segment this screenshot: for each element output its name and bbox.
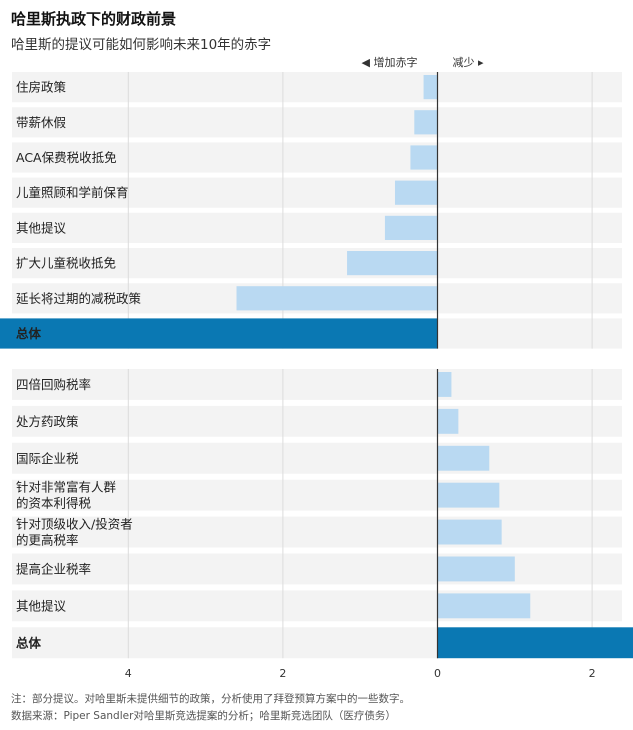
row-background: [12, 553, 622, 585]
bar: [410, 145, 438, 170]
x-tick-label: 2: [589, 667, 596, 680]
x-tick-label: 2: [279, 667, 286, 680]
bar-label: 总体: [16, 635, 42, 650]
row-background: [12, 590, 622, 622]
x-tick-label: 4: [125, 667, 132, 680]
row-background: [12, 72, 622, 103]
bar: [437, 445, 490, 471]
bar-label: ACA保费税收抵免: [16, 150, 117, 165]
chart-title: 哈里斯执政下的财政前景: [11, 10, 177, 28]
bar: [394, 180, 438, 205]
row-background: [12, 248, 622, 279]
bar: [437, 556, 515, 582]
bar-label: 扩大儿童税收抵免: [16, 256, 116, 271]
chart-source: 数据来源：Piper Sandler对哈里斯竞选提案的分析；哈里斯竞选团队（医疗…: [11, 710, 396, 722]
bar-label: 的更高税率: [16, 533, 79, 548]
bar: [437, 593, 531, 619]
x-tick-label: 0: [434, 667, 441, 680]
direction-label-right: 减少 ▸: [453, 56, 484, 69]
bar-label: 延长将过期的减税政策: [16, 291, 142, 306]
bar: [384, 215, 438, 240]
bar: [437, 372, 452, 397]
bar-label: 针对顶级收入/投资者: [16, 517, 133, 532]
row-background: [12, 212, 622, 243]
bar-label: 国际企业税: [16, 451, 79, 466]
bar-label: 带薪休假: [16, 115, 67, 130]
direction-label-left: ◀ 增加赤字: [362, 55, 418, 69]
bar-label: 针对非常富有人群: [16, 480, 117, 495]
row-background: [12, 405, 622, 437]
bar: [423, 75, 438, 100]
bar-label: 总体: [16, 326, 42, 341]
bar: [437, 482, 500, 508]
row-background: [12, 142, 622, 173]
chart-note: 注：部分提议。对哈里斯未提供细节的政策，分析使用了拜登预算方案中的一些数字。: [11, 693, 410, 705]
row-background: [12, 177, 622, 208]
bar-label: 的资本利得税: [16, 496, 92, 511]
bar-label: 住房政策: [16, 80, 67, 95]
row-background: [12, 516, 622, 548]
bar: [236, 286, 438, 311]
bar-total: [437, 627, 633, 659]
row-background: [12, 442, 622, 474]
bar: [437, 519, 502, 545]
bar-label: 提高企业税率: [16, 561, 91, 576]
row-background: [12, 369, 622, 400]
bar-total: [0, 318, 438, 349]
row-background: [12, 479, 622, 511]
bar-label: 儿童照顾和学前保育: [16, 185, 129, 200]
chart-subtitle: 哈里斯的提议可能如何影响未来10年的赤字: [11, 37, 272, 53]
bar-label: 其他提议: [16, 220, 67, 235]
bar-label: 四倍回购税率: [16, 377, 91, 392]
bar: [414, 110, 438, 135]
row-background: [12, 107, 622, 138]
bar-label: 其他提议: [16, 598, 67, 613]
bar: [347, 251, 438, 276]
chart-notes: 注：部分提议。对哈里斯未提供细节的政策，分析使用了拜登预算方案中的一些数字。 数…: [11, 691, 410, 725]
bar: [437, 408, 459, 434]
bar-label: 处方药政策: [16, 414, 79, 429]
